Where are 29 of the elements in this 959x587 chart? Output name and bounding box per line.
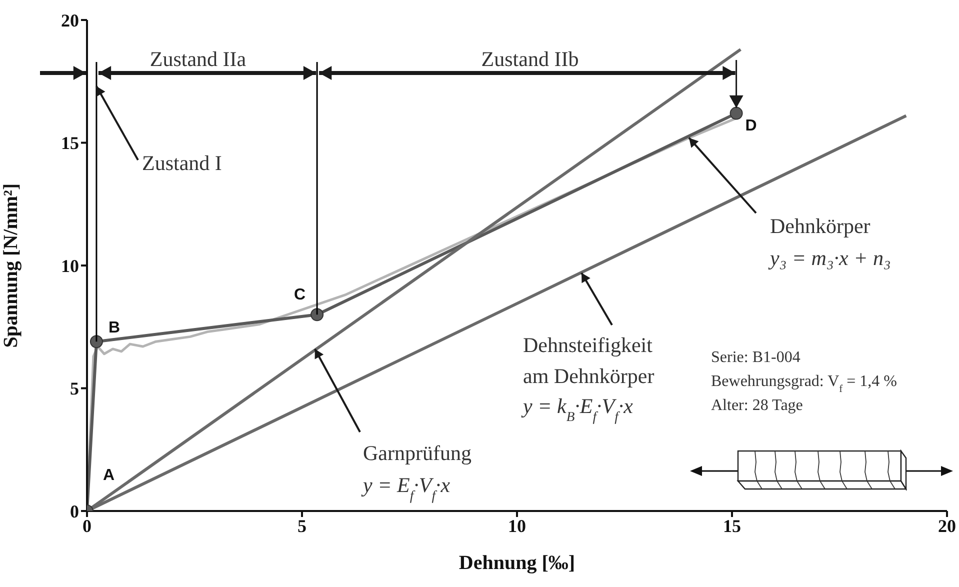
x-tick-label: 20 <box>938 516 956 536</box>
annotation: y = E$_{f}$·V$_{f}$·x <box>361 473 451 502</box>
y-tick-label: 5 <box>70 378 79 399</box>
annotation: Zustand IIb <box>481 47 579 71</box>
annotation: Serie: B1-004 <box>711 349 800 366</box>
x-tick-label: 15 <box>723 516 741 536</box>
x-tick-label: 5 <box>298 516 306 536</box>
annotation: y = k$_{B}$·E$_{f}$·V$_{f}$·x <box>521 394 634 424</box>
annotation: B <box>108 320 120 337</box>
y-tick-label: 20 <box>61 10 79 30</box>
annotation: Zustand IIa <box>150 47 247 71</box>
annotation: Bewehrungsgrad: V$_{f}$ = 1,4 % <box>711 373 897 394</box>
annotation: D <box>745 117 757 134</box>
annotation: Dehnkörper <box>770 214 870 238</box>
y-tick-label: 15 <box>61 133 79 154</box>
y-tick-label: 10 <box>61 256 79 276</box>
annotation: Garnprüfung <box>363 441 472 465</box>
y-tick-label: 0 <box>70 501 79 522</box>
annotation: C <box>294 286 306 304</box>
y-axis-title: Spannung [N/mm²] <box>0 183 22 348</box>
annotation: am Dehnkörper <box>523 364 654 388</box>
annotation: y₃ = m₃·x + n₃ <box>768 246 891 270</box>
x-tick-label: 10 <box>508 516 526 536</box>
annotation: Dehnsteifigkeit <box>523 333 653 357</box>
annotation: Zustand I <box>142 151 222 175</box>
x-axis-title: Dehnung [‰] <box>458 552 576 574</box>
x-tick-label: 0 <box>82 516 92 536</box>
annotation: Alter: 28 Tage <box>711 397 803 414</box>
annotation: A <box>103 467 115 484</box>
